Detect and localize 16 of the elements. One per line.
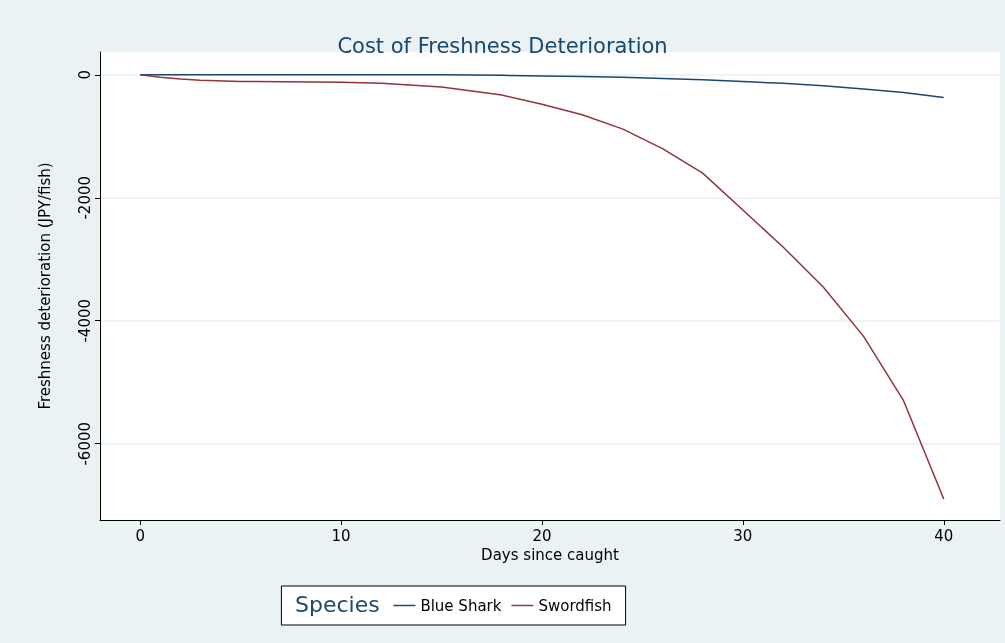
y-tick-label: -6000: [75, 421, 94, 466]
x-tick-label: 10: [331, 526, 351, 545]
legend-label: Swordfish: [538, 596, 612, 615]
y-axis-title: Freshness deterioration (JPY/fish): [35, 162, 54, 410]
legend-title: Species: [295, 591, 380, 617]
x-tick-label: 40: [934, 526, 954, 545]
x-tick-label: 20: [532, 526, 552, 545]
y-tick-label: -4000: [75, 298, 94, 343]
y-tick-label: -2000: [75, 175, 94, 220]
legend-label: Blue Shark: [420, 596, 502, 615]
x-tick-label: 30: [733, 526, 753, 545]
y-tick-label: 0: [75, 69, 94, 80]
line-series: [139, 74, 945, 500]
x-axis-title: Days since caught: [481, 546, 620, 565]
chart-title: Cost of Freshness Deterioration: [337, 33, 668, 58]
x-tick-label: 0: [135, 526, 145, 545]
